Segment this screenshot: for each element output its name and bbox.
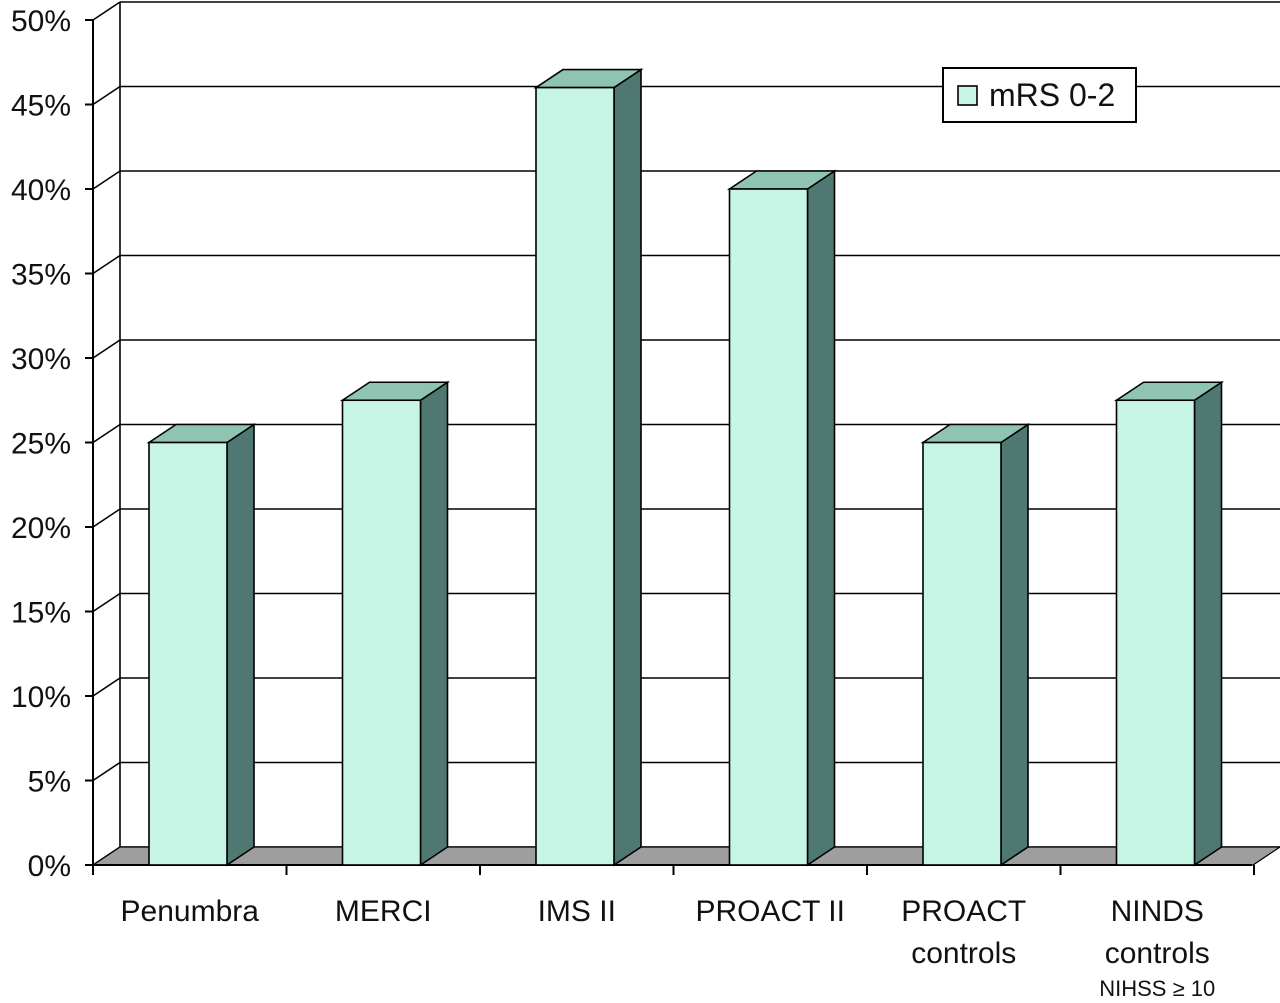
bar-front bbox=[728, 188, 809, 866]
bar-front bbox=[341, 399, 422, 866]
gridline-depth bbox=[92, 592, 121, 613]
y-tick-label: 0% bbox=[28, 850, 71, 883]
y-tick-label: 30% bbox=[11, 343, 71, 376]
x-axis-labels: Penumbra MERCI IMS II PROACT II PROACT contro… bbox=[92, 865, 1255, 1001]
gridline-depth bbox=[92, 339, 121, 359]
y-tick-label: 10% bbox=[11, 681, 71, 714]
y-axis-ticks: 0% 5% 10% 15% 20% 25% 30% 35% 40% 45% 50% bbox=[11, 5, 93, 883]
bar-side bbox=[226, 423, 255, 867]
y-tick-label: 45% bbox=[11, 90, 71, 123]
plot-floor bbox=[91, 846, 1280, 866]
bar-side bbox=[613, 68, 642, 867]
bar-front bbox=[148, 441, 228, 866]
x-category-label: MERCI bbox=[335, 895, 432, 928]
gridline-depth bbox=[92, 677, 121, 697]
x-category-label: NINDS bbox=[1111, 895, 1204, 928]
y-tick-label: 35% bbox=[11, 259, 71, 292]
legend: mRS 0-2 bbox=[942, 67, 1137, 123]
x-category-label: PROACT II bbox=[696, 895, 845, 928]
legend-box: mRS 0-2 bbox=[942, 67, 1137, 123]
bar bbox=[920, 423, 1031, 867]
bar-side bbox=[1000, 423, 1029, 867]
bar-side bbox=[419, 380, 449, 867]
x-category-label: IMS II bbox=[538, 895, 616, 928]
y-tick-label: 5% bbox=[28, 766, 71, 799]
y-tick-label: 25% bbox=[11, 428, 71, 461]
y-tick-label: 15% bbox=[11, 597, 71, 630]
y-tick-label: 50% bbox=[11, 5, 71, 38]
bars bbox=[146, 68, 1225, 867]
bar bbox=[726, 169, 838, 867]
x-category-note: NIHSS ≥ 10 bbox=[1099, 976, 1215, 1001]
bar bbox=[146, 423, 257, 867]
x-category-label: controls bbox=[1105, 937, 1210, 970]
bar bbox=[533, 68, 644, 867]
bar bbox=[339, 380, 451, 867]
x-category-label: PROACT bbox=[901, 895, 1026, 928]
gridline-depth bbox=[92, 423, 121, 444]
y-tick-label: 20% bbox=[11, 512, 71, 545]
floor bbox=[91, 846, 1280, 866]
gridline-depth bbox=[92, 508, 121, 528]
bar-front bbox=[1115, 399, 1196, 866]
legend-label: mRS 0-2 bbox=[989, 77, 1115, 113]
gridline-depth bbox=[92, 761, 121, 782]
gridline-depth bbox=[92, 1, 121, 21]
x-category-label: controls bbox=[911, 937, 1016, 970]
bar-side bbox=[806, 169, 836, 867]
y-tick-label: 40% bbox=[11, 174, 71, 207]
bar-side bbox=[1193, 380, 1223, 867]
bar-front bbox=[535, 86, 615, 866]
gridline-depth bbox=[92, 170, 121, 190]
bar-front bbox=[922, 441, 1002, 866]
legend-swatch bbox=[957, 85, 978, 106]
gridline-depth bbox=[92, 254, 121, 275]
x-category-label: Penumbra bbox=[121, 895, 260, 928]
gridline-depth bbox=[92, 85, 121, 106]
bar bbox=[1113, 380, 1225, 867]
